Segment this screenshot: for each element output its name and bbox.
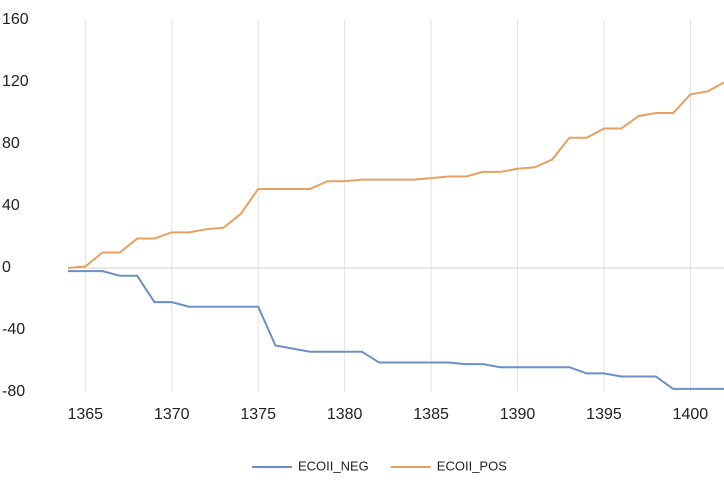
x-tick-label: 1400 (673, 406, 709, 423)
legend-label: ECOII_NEG (298, 458, 369, 473)
x-tick-label: 1375 (240, 406, 276, 423)
series-line (68, 270, 724, 390)
y-tick-label: 160 (2, 11, 29, 28)
y-tick-label: -80 (2, 383, 25, 400)
x-tick-label: 1365 (67, 406, 103, 423)
y-tick-label: 80 (2, 135, 20, 152)
y-tick-label: 120 (2, 73, 29, 90)
x-tick-label: 1385 (413, 406, 449, 423)
x-tick-label: 1395 (586, 406, 622, 423)
x-tick-label: 1380 (327, 406, 363, 423)
x-tick-label: 1390 (500, 406, 536, 423)
y-tick-label: 0 (2, 259, 11, 276)
x-tick-label: 1370 (154, 406, 190, 423)
y-tick-label: -40 (2, 321, 25, 338)
y-tick-label: 40 (2, 197, 20, 214)
series-line (67, 81, 724, 269)
legend-label: ECOII_POS (437, 458, 507, 473)
